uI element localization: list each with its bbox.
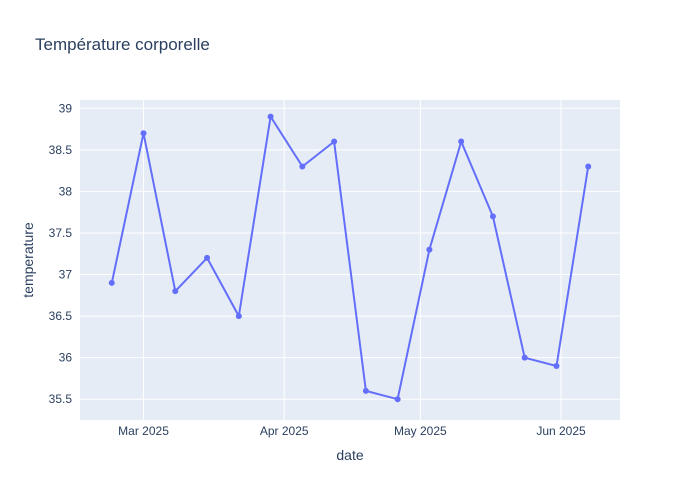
y-tick-label: 37.5 (49, 226, 73, 240)
data-point (585, 163, 592, 170)
x-tick-label: May 2025 (394, 424, 447, 438)
grid-lines (80, 100, 620, 420)
data-point (299, 163, 306, 170)
y-axis-label: temperature (20, 222, 36, 298)
data-point (458, 138, 465, 145)
data-point (362, 387, 369, 394)
y-tick-label: 38.5 (49, 143, 73, 157)
y-axis-ticks: 35.5 36 36.5 37 37.5 38 38.5 39 (49, 101, 73, 406)
y-tick-label: 37 (59, 268, 73, 282)
x-tick-label: Apr 2025 (260, 424, 309, 438)
data-point (553, 362, 560, 369)
data-point (108, 279, 115, 286)
x-tick-label: Jun 2025 (536, 424, 586, 438)
data-point (331, 138, 338, 145)
x-axis-label: date (336, 447, 363, 463)
data-point (267, 113, 274, 120)
y-tick-label: 35.5 (49, 392, 73, 406)
x-axis-ticks: Mar 2025 Apr 2025 May 2025 Jun 2025 (118, 424, 586, 438)
data-point (235, 313, 242, 320)
data-point (204, 254, 211, 261)
y-tick-label: 38 (59, 184, 73, 198)
data-point (489, 213, 496, 220)
data-point (521, 354, 528, 361)
y-tick-label: 36 (59, 351, 73, 365)
data-point (426, 246, 433, 253)
data-point (172, 288, 179, 295)
y-tick-label: 39 (59, 101, 73, 115)
temperature-series-line (110, 115, 590, 401)
y-tick-label: 36.5 (49, 309, 73, 323)
temperature-series-points (108, 113, 592, 403)
x-tick-label: Mar 2025 (118, 424, 169, 438)
data-point (140, 130, 147, 137)
chart-title: Température corporelle (35, 35, 210, 54)
data-point (394, 396, 401, 403)
